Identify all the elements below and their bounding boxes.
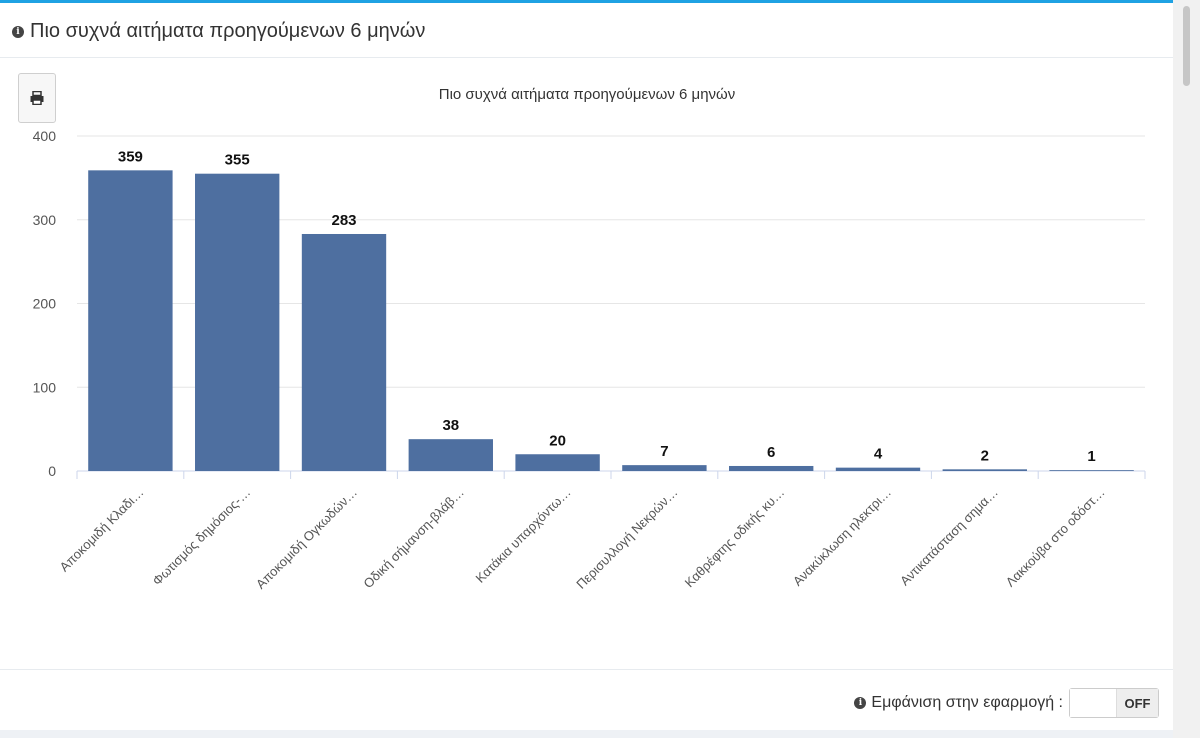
chart-panel: i Πιο συχνά αιτήματα προηγούμενων 6 μηνώ…	[0, 0, 1173, 730]
x-tick-label: Περισυλλογή Νεκρών…	[573, 485, 680, 592]
data-label: 283	[331, 212, 356, 229]
x-tick-label: Ανακύκλωση ηλεκτρι…	[790, 485, 894, 589]
y-tick-label: 200	[33, 296, 57, 312]
data-label: 6	[767, 444, 775, 461]
bar[interactable]	[942, 469, 1027, 471]
bar[interactable]	[88, 170, 173, 471]
bar[interactable]	[301, 233, 387, 471]
panel-title: Πιο συχνά αιτήματα προηγούμενων 6 μηνών	[30, 20, 426, 42]
x-tick-label: Κατάκια υπαρχόντω…	[473, 485, 574, 586]
panel-header: i Πιο συχνά αιτήματα προηγούμενων 6 μηνώ…	[0, 6, 1173, 58]
data-label: 359	[118, 148, 143, 165]
bar[interactable]	[1049, 470, 1134, 471]
x-tick-label: Οδική σήμανση-βλάβ…	[360, 485, 467, 592]
data-label: 2	[981, 447, 989, 464]
bar[interactable]	[729, 465, 814, 471]
toggle-row: i Εμφάνιση στην εφαρμογή : OFF	[854, 688, 1159, 718]
data-label: 38	[442, 417, 459, 434]
y-tick-label: 100	[33, 379, 57, 395]
x-tick-label: Αποκομιδή Κλαδι…	[56, 485, 146, 575]
print-icon	[30, 91, 44, 105]
panel-footer: i Εμφάνιση στην εφαρμογή : OFF	[0, 669, 1173, 733]
data-label: 7	[660, 443, 668, 460]
toggle-knob[interactable]	[1070, 689, 1117, 717]
bar[interactable]	[515, 454, 600, 471]
bar[interactable]	[195, 173, 280, 471]
info-icon: i	[12, 25, 24, 38]
print-button[interactable]	[18, 73, 56, 123]
data-label: 20	[549, 432, 566, 449]
scrollbar-thumb[interactable]	[1183, 6, 1190, 86]
x-tick-label: Φωτισμός δημόσιος-…	[149, 485, 253, 589]
x-tick-label: Αντικατάσταση σημα…	[897, 485, 1001, 589]
scrollbar[interactable]	[1173, 0, 1200, 738]
data-label: 1	[1087, 448, 1095, 465]
y-tick-label: 0	[48, 463, 56, 479]
x-tick-label: Καθρέφτης οδικής κυ…	[682, 485, 788, 591]
x-tick-label: Αποκομιδή Ογκωδών…	[253, 485, 360, 592]
data-label: 4	[874, 446, 883, 463]
info-icon: i	[854, 697, 867, 709]
bar[interactable]	[622, 465, 707, 471]
toggle-state: OFF	[1117, 689, 1158, 717]
chart-title: Πιο συχνά αιτήματα προηγούμενων 6 μηνών	[439, 86, 736, 103]
x-tick-label: Λακκούβα στο οδόστ…	[1003, 485, 1108, 590]
toggle-label: Εμφάνιση στην εφαρμογή :	[871, 694, 1063, 711]
data-label: 355	[225, 152, 250, 169]
y-tick-label: 400	[33, 128, 57, 144]
y-tick-label: 300	[33, 212, 57, 228]
bar-chart: Πιο συχνά αιτήματα προηγούμενων 6 μηνών …	[33, 86, 1146, 592]
bar[interactable]	[835, 467, 921, 471]
bar[interactable]	[408, 439, 493, 471]
show-in-app-toggle[interactable]: OFF	[1069, 688, 1159, 718]
